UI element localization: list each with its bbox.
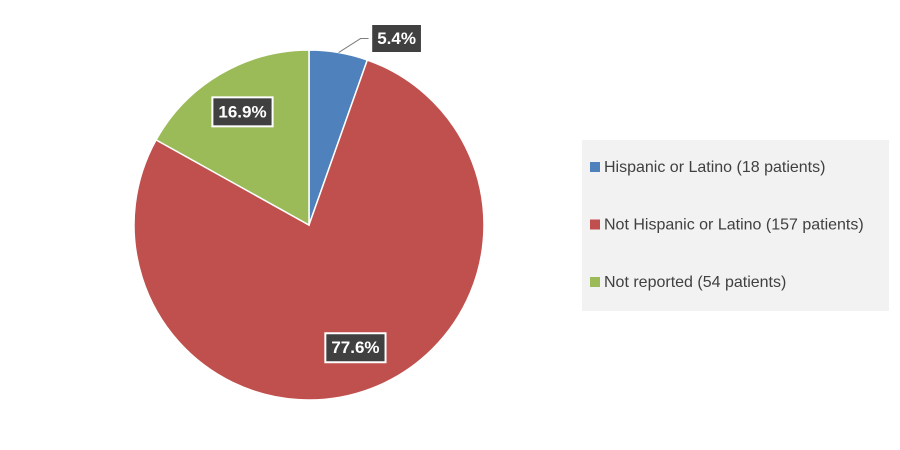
legend-swatch — [590, 277, 600, 287]
leader-line — [338, 38, 369, 53]
pie-slice — [133, 59, 485, 401]
legend-swatch — [590, 162, 600, 172]
data-label: 16.9% — [218, 102, 266, 121]
legend-label: Not reported (54 patients) — [604, 274, 786, 291]
pie — [133, 49, 485, 401]
legend: Hispanic or Latino (18 patients) Not Hisp… — [590, 159, 864, 291]
data-label: 5.4% — [377, 29, 416, 48]
data-label-box — [324, 332, 387, 364]
legend-box — [582, 140, 889, 311]
data-label-box — [211, 96, 274, 128]
data-label: 77.6% — [331, 338, 379, 357]
data-labels: 5.4% 77.6% 16.9% — [211, 23, 423, 364]
pie-slice — [155, 49, 310, 227]
legend-label: Not Hispanic or Latino (157 patients) — [604, 217, 864, 234]
legend-label: Hispanic or Latino (18 patients) — [604, 159, 825, 176]
data-label-box — [370, 23, 423, 55]
legend-swatch — [590, 219, 600, 230]
